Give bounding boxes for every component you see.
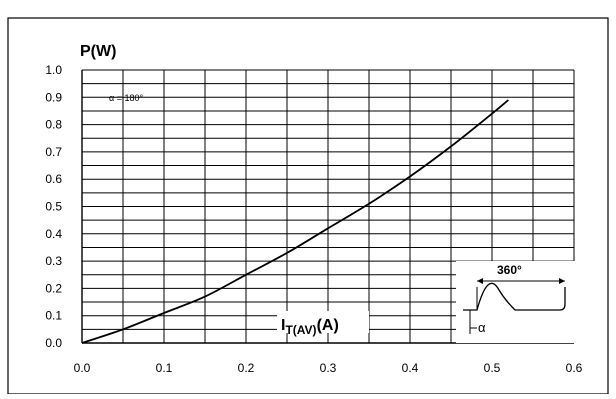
y-axis-label: P(W) xyxy=(80,43,116,60)
inset-background xyxy=(456,261,576,343)
x-axis-label: IT(AV)(A) xyxy=(281,317,339,337)
y-tick-label: 0.9 xyxy=(45,90,62,104)
inset-period-arrow-left xyxy=(477,278,483,284)
y-tick-label: 0.0 xyxy=(45,336,62,350)
x-tick-label: 0.0 xyxy=(74,361,91,375)
series-line xyxy=(81,99,509,344)
y-tick-label: 0.4 xyxy=(45,227,62,241)
inset-alpha-label: α xyxy=(478,320,486,335)
inset-waveform xyxy=(463,282,566,311)
x-tick-label: 0.6 xyxy=(566,361,583,375)
x-axis-label-subscript: T(AV) xyxy=(285,323,316,337)
y-tick-label: 0.6 xyxy=(45,172,62,186)
x-tick-label: 0.1 xyxy=(156,361,173,375)
x-axis-label-main: I xyxy=(281,317,285,334)
x-tick-label: 0.3 xyxy=(320,361,337,375)
y-tick-label: 0.8 xyxy=(45,118,62,132)
y-tick-label: 1.0 xyxy=(45,63,62,77)
x-tick-label: 0.5 xyxy=(484,361,501,375)
y-tick-label: 0.1 xyxy=(45,309,62,323)
inset-period-arrow-right xyxy=(559,278,565,284)
series-layer xyxy=(81,99,509,344)
x-axis-label-background xyxy=(277,311,369,333)
x-tick-label: 0.4 xyxy=(402,361,419,375)
y-tick-label: 0.7 xyxy=(45,145,62,159)
inset-period-label: 360° xyxy=(497,263,522,277)
tick-labels: 0.0 0.1 0.2 0.3 0.4 0.5 0.6 0.0 0.1 0.2 0.3 0.4 0.5 0… xyxy=(45,63,582,375)
y-tick-label: 0.3 xyxy=(45,254,62,268)
x-axis-label-unit: (A) xyxy=(317,317,339,334)
x-tick-label: 0.2 xyxy=(238,361,255,375)
angle-annotation: α = 180° xyxy=(109,93,143,103)
y-tick-label: 0.2 xyxy=(45,281,62,295)
y-tick-label: 0.5 xyxy=(45,200,62,214)
waveform-inset: 360° α xyxy=(456,261,576,343)
